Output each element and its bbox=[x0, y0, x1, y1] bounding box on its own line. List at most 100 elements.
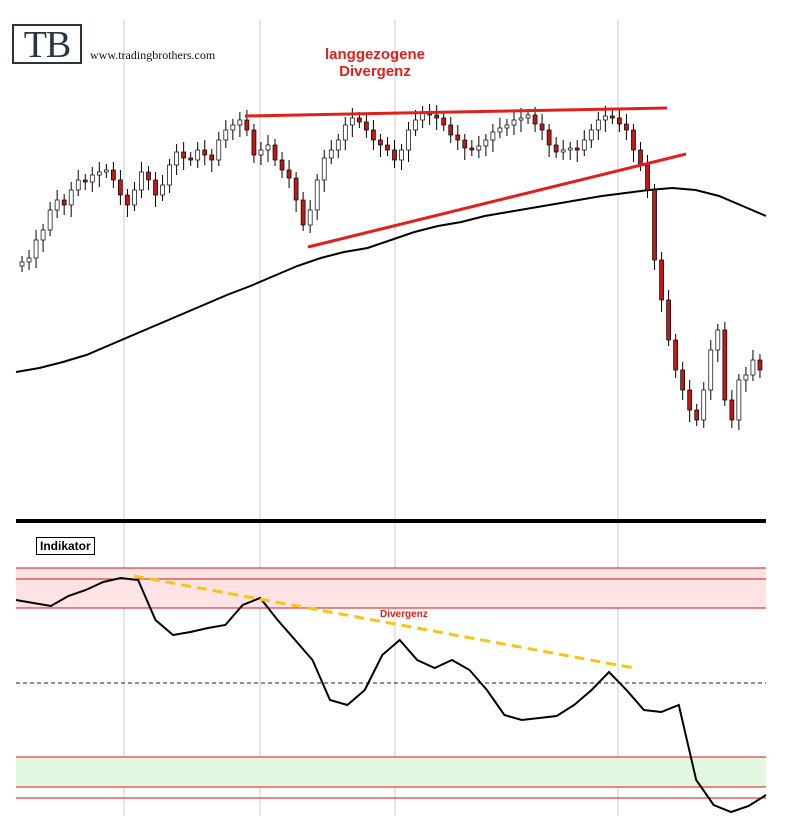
candle-body bbox=[82, 179, 88, 183]
annotation-line-2: Divergenz bbox=[339, 63, 411, 80]
candle-body bbox=[602, 115, 608, 121]
candle-body bbox=[300, 199, 306, 226]
divergence-dashed-line bbox=[133, 574, 635, 670]
candle-body bbox=[708, 349, 714, 391]
candle-body bbox=[139, 171, 144, 191]
candle-body bbox=[216, 139, 222, 161]
candle-body bbox=[223, 129, 229, 141]
candle-body bbox=[307, 209, 313, 226]
candle-body bbox=[342, 124, 348, 141]
candle-body bbox=[209, 154, 215, 161]
candle-body bbox=[610, 115, 615, 119]
candle-body bbox=[687, 389, 693, 411]
candle-body bbox=[532, 114, 538, 125]
annotation-line-1: langgezogene bbox=[324, 46, 425, 63]
candle-body bbox=[511, 119, 517, 126]
candle-body bbox=[469, 147, 475, 151]
candle-body bbox=[694, 409, 700, 421]
candle-body bbox=[736, 379, 742, 421]
candle-body bbox=[701, 389, 707, 421]
candle-body bbox=[588, 129, 594, 141]
candle-body bbox=[617, 117, 622, 125]
candle-body bbox=[539, 123, 545, 131]
candle-body bbox=[553, 144, 559, 153]
candle-body bbox=[286, 169, 292, 179]
candle-body bbox=[371, 129, 376, 141]
candle-body bbox=[272, 144, 278, 161]
candle-body bbox=[722, 329, 728, 401]
candle-body bbox=[757, 359, 763, 371]
candle-body bbox=[279, 159, 285, 171]
candle-body bbox=[19, 261, 25, 267]
candle-body bbox=[455, 134, 461, 141]
candle-body bbox=[378, 139, 383, 146]
candle-body bbox=[258, 149, 264, 156]
candle-body bbox=[293, 177, 299, 201]
candle-body bbox=[567, 147, 573, 151]
candle-body bbox=[174, 151, 179, 166]
divergence-annotation: langgezogene Divergenz bbox=[300, 46, 450, 80]
candle-body bbox=[574, 147, 580, 151]
lower-trendline bbox=[307, 152, 687, 249]
candle-body bbox=[153, 179, 158, 196]
candle-body bbox=[188, 157, 194, 161]
candle-body bbox=[659, 259, 664, 301]
candle-body bbox=[497, 127, 503, 133]
candle-body bbox=[462, 139, 468, 149]
candle-body bbox=[160, 184, 165, 196]
candle-body bbox=[265, 144, 271, 151]
candle-body bbox=[230, 124, 236, 131]
candle-body bbox=[504, 124, 510, 129]
candle-body bbox=[103, 169, 109, 173]
candle-body bbox=[237, 119, 243, 126]
candle-body bbox=[75, 179, 81, 191]
logo: TB bbox=[12, 24, 82, 64]
candle-body bbox=[146, 171, 151, 181]
candle-body bbox=[364, 121, 369, 131]
candle-body bbox=[631, 129, 636, 151]
candle-body bbox=[40, 229, 46, 241]
candle-body bbox=[328, 149, 334, 159]
candle-body bbox=[251, 129, 257, 156]
candle-body bbox=[321, 157, 327, 181]
candle-body bbox=[33, 239, 39, 259]
candle-body bbox=[624, 123, 629, 131]
candle-body bbox=[490, 131, 496, 141]
candle-body bbox=[680, 369, 686, 391]
oversold-zone bbox=[16, 757, 766, 787]
candle-body bbox=[89, 174, 95, 183]
candle-body bbox=[434, 114, 440, 119]
candle-body bbox=[595, 119, 601, 131]
candle-body bbox=[546, 129, 552, 146]
candle-body bbox=[202, 149, 208, 156]
panel-divider bbox=[16, 519, 766, 523]
candle-body bbox=[645, 164, 650, 191]
candle-body bbox=[181, 151, 187, 159]
upper-trendline bbox=[244, 106, 668, 118]
candle-body bbox=[385, 144, 390, 151]
candle-body bbox=[26, 257, 32, 263]
candle-body bbox=[518, 117, 524, 121]
candle-body bbox=[357, 117, 362, 123]
candle-body bbox=[335, 139, 341, 151]
candle-body bbox=[314, 179, 320, 211]
candle-body bbox=[392, 149, 397, 161]
candle-body bbox=[652, 189, 657, 261]
candle-body bbox=[54, 199, 60, 211]
candle-body bbox=[399, 149, 404, 161]
candle-body bbox=[560, 149, 566, 153]
indicator-label: Indikator bbox=[36, 537, 95, 555]
candle-body bbox=[244, 119, 250, 131]
candle-body bbox=[673, 339, 678, 371]
candle-body bbox=[666, 299, 671, 341]
candle-body bbox=[638, 149, 643, 166]
candle-body bbox=[413, 119, 418, 131]
candle-body bbox=[47, 209, 53, 231]
candle-body bbox=[195, 149, 201, 161]
candle-body bbox=[441, 117, 447, 126]
candle-body bbox=[96, 171, 102, 176]
candle-body bbox=[111, 169, 116, 181]
candle-body bbox=[125, 194, 130, 206]
site-url: www.tradingbrothers.com bbox=[90, 48, 216, 62]
